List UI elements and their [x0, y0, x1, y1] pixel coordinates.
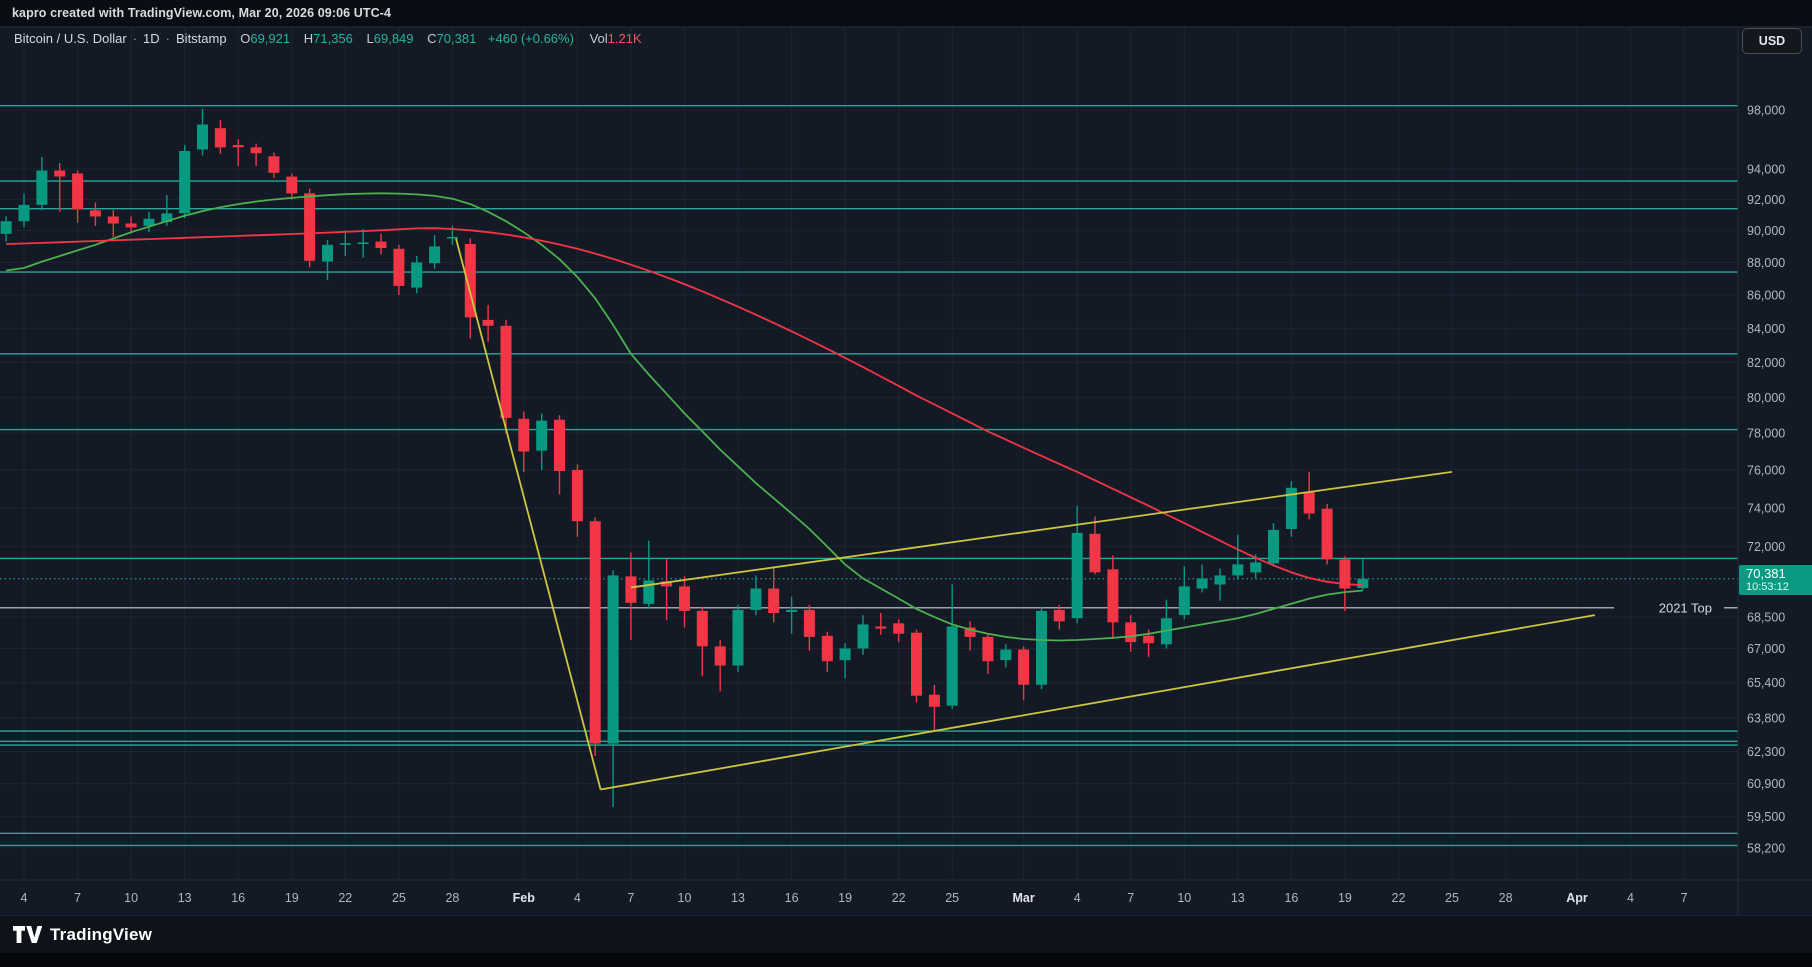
- svg-text:63,800: 63,800: [1747, 711, 1785, 725]
- current-price-label: 70,381 10:53:12: [1739, 565, 1812, 595]
- symbol-title[interactable]: Bitcoin / U.S. Dollar: [14, 31, 127, 46]
- svg-text:76,000: 76,000: [1747, 464, 1785, 478]
- svg-text:82,000: 82,000: [1747, 356, 1785, 370]
- svg-text:4: 4: [21, 891, 28, 905]
- currency-toggle-usd[interactable]: USD: [1742, 28, 1802, 54]
- svg-text:13: 13: [178, 891, 192, 905]
- ma-red-line: [6, 227, 1363, 587]
- bottom-strip: [0, 953, 1812, 967]
- tradingview-logo-icon: [13, 926, 42, 943]
- svg-text:67,000: 67,000: [1747, 642, 1785, 656]
- svg-text:84,000: 84,000: [1747, 322, 1785, 336]
- interval-label[interactable]: 1D: [143, 31, 160, 46]
- support-resistance-lines[interactable]: [0, 104, 1738, 847]
- svg-text:78,000: 78,000: [1747, 427, 1785, 441]
- svg-text:4: 4: [1074, 891, 1081, 905]
- bar-countdown: 10:53:12: [1746, 581, 1789, 593]
- open-value: 69,921: [250, 31, 291, 46]
- svg-text:13: 13: [1231, 891, 1245, 905]
- svg-text:88,000: 88,000: [1747, 256, 1785, 270]
- low-value: 69,849: [373, 31, 414, 46]
- svg-text:10: 10: [1177, 891, 1191, 905]
- svg-text:25: 25: [945, 891, 959, 905]
- close-label: C: [427, 31, 437, 46]
- svg-text:Mar: Mar: [1012, 891, 1034, 905]
- symbol-legend: Bitcoin / U.S. Dollar · 1D · Bitstamp O69,92…: [14, 31, 642, 46]
- open-label: O: [240, 31, 251, 46]
- svg-text:28: 28: [445, 891, 459, 905]
- current-price-value: 70,381: [1746, 566, 1786, 581]
- svg-text:68,500: 68,500: [1747, 611, 1785, 625]
- exchange-label: Bitstamp: [176, 31, 227, 46]
- svg-text:22: 22: [1392, 891, 1406, 905]
- svg-text:86,000: 86,000: [1747, 289, 1785, 303]
- watermark: kapro created with TradingView.com, Mar …: [12, 6, 391, 20]
- volume-label: Vol: [589, 31, 608, 46]
- svg-text:25: 25: [1445, 891, 1459, 905]
- low-label: L: [366, 31, 374, 46]
- candles: [0, 108, 1369, 808]
- ma-green-line: [5, 192, 1363, 642]
- svg-text:10: 10: [124, 891, 138, 905]
- svg-text:22: 22: [892, 891, 906, 905]
- svg-text:7: 7: [1127, 891, 1134, 905]
- svg-text:74,000: 74,000: [1747, 501, 1785, 515]
- svg-text:60,900: 60,900: [1747, 777, 1785, 791]
- svg-text:19: 19: [838, 891, 852, 905]
- bottom-bar: TradingView: [0, 916, 1812, 953]
- svg-text:25: 25: [392, 891, 406, 905]
- high-value: 71,356: [313, 31, 353, 46]
- time-axis[interactable]: 4 7 10 13 16 19 22 25 28 Feb 4 7 10 13 16 19 22 25 Mar 4 7 10…: [21, 891, 1688, 905]
- svg-text:Feb: Feb: [513, 891, 536, 905]
- svg-text:59,500: 59,500: [1747, 810, 1785, 824]
- svg-text:94,000: 94,000: [1747, 163, 1785, 177]
- svg-text:16: 16: [785, 891, 799, 905]
- svg-text:62,300: 62,300: [1747, 745, 1785, 759]
- svg-text:98,000: 98,000: [1747, 104, 1785, 118]
- svg-text:19: 19: [1338, 891, 1352, 905]
- svg-text:4: 4: [1627, 891, 1634, 905]
- svg-text:28: 28: [1499, 891, 1513, 905]
- svg-text:7: 7: [1681, 891, 1688, 905]
- 2021-top-label: 2021 Top: [1659, 600, 1712, 615]
- svg-text:58,200: 58,200: [1747, 841, 1785, 855]
- volume-value: 1.21K: [607, 31, 642, 46]
- svg-text:72,000: 72,000: [1747, 540, 1785, 554]
- svg-text:Apr: Apr: [1566, 891, 1588, 905]
- svg-text:19: 19: [285, 891, 299, 905]
- svg-text:16: 16: [1284, 891, 1298, 905]
- tradingview-logo[interactable]: TradingView: [12, 925, 152, 945]
- svg-text:92,000: 92,000: [1747, 193, 1785, 207]
- watermark-text: kapro created with TradingView.com, Mar …: [12, 6, 392, 20]
- svg-text:16: 16: [231, 891, 245, 905]
- svg-text:4: 4: [574, 891, 581, 905]
- close-value: 70,381: [436, 31, 477, 46]
- svg-text:10: 10: [678, 891, 692, 905]
- svg-text:80,000: 80,000: [1747, 391, 1785, 405]
- svg-text:13: 13: [731, 891, 745, 905]
- svg-text:7: 7: [627, 891, 634, 905]
- svg-text:7: 7: [74, 891, 81, 905]
- tradingview-logo-text: TradingView: [50, 924, 153, 944]
- trendlines[interactable]: [455, 238, 1595, 791]
- high-label: H: [303, 31, 314, 46]
- svg-text:22: 22: [338, 891, 352, 905]
- change-value: +460 (+0.66%): [487, 31, 574, 46]
- svg-text:90,000: 90,000: [1747, 224, 1785, 238]
- svg-text:65,400: 65,400: [1747, 676, 1785, 690]
- price-axis[interactable]: 98,000 94,000 92,000 90,000 88,000 86,000 84,0…: [1747, 104, 1785, 856]
